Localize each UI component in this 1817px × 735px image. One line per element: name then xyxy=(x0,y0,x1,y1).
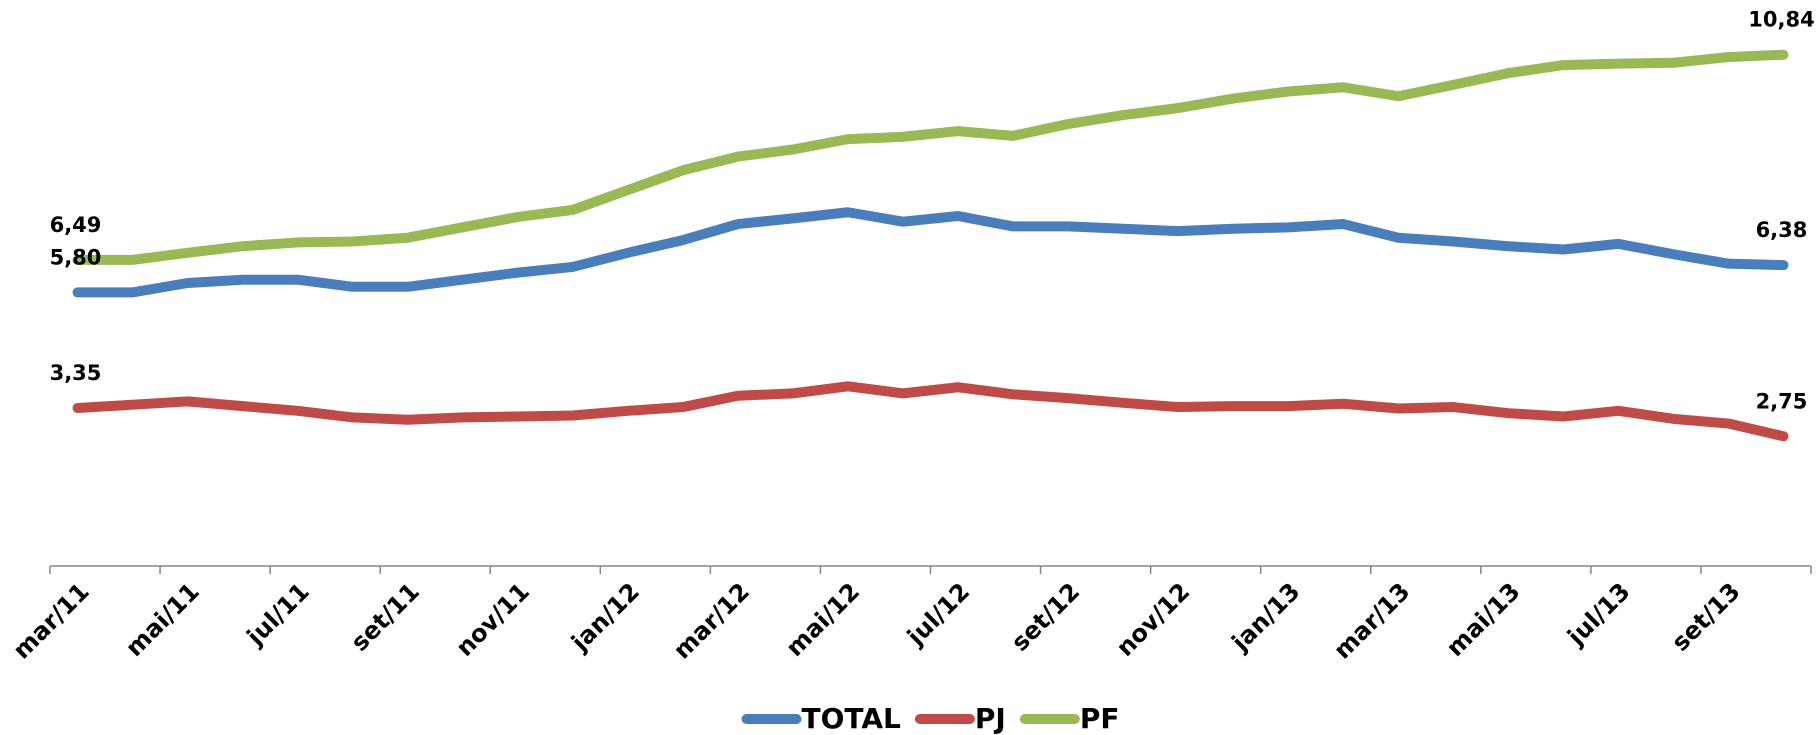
data-label: 2,75 xyxy=(1756,389,1808,413)
x-tick-label: set/12 xyxy=(1006,577,1085,656)
x-tick-label: mar/11 xyxy=(8,577,95,664)
x-tick-label: set/11 xyxy=(346,577,425,656)
data-label: 5,80 xyxy=(50,245,102,269)
line-series xyxy=(72,207,1789,298)
data-label: 6,49 xyxy=(50,213,102,237)
legend-label: PJ xyxy=(975,702,1006,735)
x-tick-label: mai/11 xyxy=(120,577,205,662)
x-tick-label: jul/13 xyxy=(1562,577,1636,651)
x-tick-label: mai/13 xyxy=(1441,577,1526,662)
x-tick-label: nov/11 xyxy=(451,577,535,661)
x-tick-label: mar/12 xyxy=(668,577,755,664)
line-series xyxy=(72,381,1789,442)
x-tick-label: jul/12 xyxy=(901,577,975,651)
data-label: 10,84 xyxy=(1748,8,1814,32)
x-tick-label: set/13 xyxy=(1666,577,1745,656)
line-series xyxy=(72,49,1789,265)
x-tick-label: mai/12 xyxy=(781,577,866,662)
x-tick-label: jul/11 xyxy=(241,577,315,651)
data-label: 3,35 xyxy=(50,361,102,385)
x-tick-label: jan/12 xyxy=(565,577,645,657)
legend-label: PF xyxy=(1080,702,1120,735)
x-tick-label: jan/13 xyxy=(1226,577,1306,657)
x-tick-label: nov/12 xyxy=(1111,577,1195,661)
data-label: 6,38 xyxy=(1756,218,1808,242)
x-tick-label: mar/13 xyxy=(1328,577,1415,664)
legend-label: TOTAL xyxy=(802,702,901,735)
